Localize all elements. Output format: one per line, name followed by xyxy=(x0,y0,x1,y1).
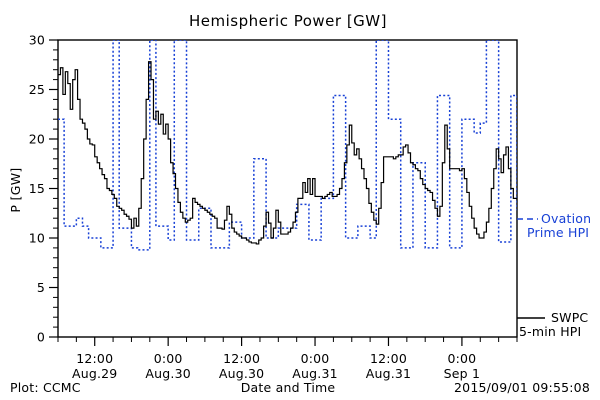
x-tick-label-time: 0:00 xyxy=(447,351,476,366)
x-tick-label-date: Aug.31 xyxy=(366,366,412,381)
y-tick-label: 15 xyxy=(29,181,45,196)
y-axis-label: P [GW] xyxy=(8,167,23,212)
legend-ovation-prime-hpi: Ovation Prime HPI xyxy=(517,211,591,240)
y-tick-label: 20 xyxy=(29,132,45,147)
series-line-ovation-prime-hpi xyxy=(58,40,517,251)
legend-swpc-5min-hpi: SWPC 5-min HPI xyxy=(517,310,588,339)
y-axis: 0 5 10 15 20 25 30 xyxy=(29,33,58,345)
legend-label-swpc-line1: SWPC xyxy=(551,310,588,325)
x-tick-label-date: Aug.29 xyxy=(72,366,118,381)
x-tick-label-date: Aug.31 xyxy=(292,366,338,381)
legend-label-ovation-line2: Prime HPI xyxy=(527,225,589,240)
y-tick-label: 0 xyxy=(37,330,45,345)
x-tick-label-time: 0:00 xyxy=(154,351,183,366)
x-tick-label-time: 12:00 xyxy=(76,351,113,366)
legend-label-ovation-line1: Ovation xyxy=(541,211,591,226)
y-tick-label: 10 xyxy=(29,231,45,246)
chart-title: Hemispheric Power [GW] xyxy=(189,12,387,30)
footer-timestamp: 2015/09/01 09:55:08 xyxy=(454,380,590,395)
x-tick-label-date: Sep 1 xyxy=(444,366,481,381)
footer-plot-source: Plot: CCMC xyxy=(10,380,81,395)
y-tick-label: 30 xyxy=(29,33,45,48)
x-tick-label-time: 0:00 xyxy=(301,351,330,366)
y-tick-label: 5 xyxy=(37,280,45,295)
x-axis-label: Date and Time xyxy=(241,380,336,395)
x-tick-label-date: Aug.30 xyxy=(219,366,265,381)
series-line-swpc-5min-hpi xyxy=(58,61,517,245)
legend-label-swpc-line2: 5-min HPI xyxy=(519,324,581,339)
x-axis: 12:00Aug.290:00Aug.3012:00Aug.300:00Aug.… xyxy=(57,337,518,381)
x-tick-label-date: Aug.30 xyxy=(145,366,191,381)
x-tick-label-time: 12:00 xyxy=(370,351,407,366)
x-tick-label-time: 12:00 xyxy=(223,351,260,366)
y-tick-label: 25 xyxy=(29,82,45,97)
